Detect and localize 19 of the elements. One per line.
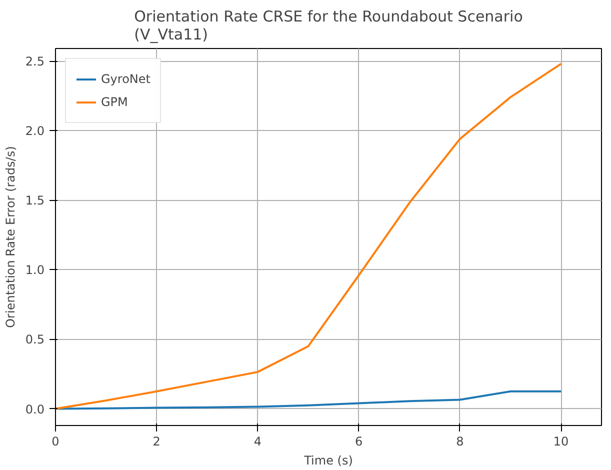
x-tick-label: 6 <box>355 434 363 448</box>
line-series <box>56 390 562 410</box>
legend-label: GPM <box>101 95 128 109</box>
y-tick-label: 2.0 <box>25 124 45 138</box>
x-tick-label: 0 <box>52 434 60 448</box>
chart-title: Orientation Rate CRSE for the Roundabout Scenario (V_Vta11) <box>134 8 523 44</box>
y-tick-label: 1.5 <box>25 194 45 208</box>
x-tick-label: 8 <box>456 434 464 448</box>
y-tick-label: 0.0 <box>25 402 45 416</box>
x-tick-label: 4 <box>254 434 262 448</box>
y-axis-title: Orientation Rate Error (rads/s) <box>3 146 18 328</box>
y-tick-label: 0.5 <box>25 332 45 347</box>
x-axis-title: Time (s) <box>303 454 353 468</box>
line-series <box>56 62 562 410</box>
x-tick-label: 10 <box>553 434 569 448</box>
y-tick-label: 1.0 <box>25 263 45 278</box>
y-tick-label: 2.5 <box>25 54 45 69</box>
x-tick-label: 2 <box>152 434 160 448</box>
legend-label: GyroNet <box>101 72 150 86</box>
